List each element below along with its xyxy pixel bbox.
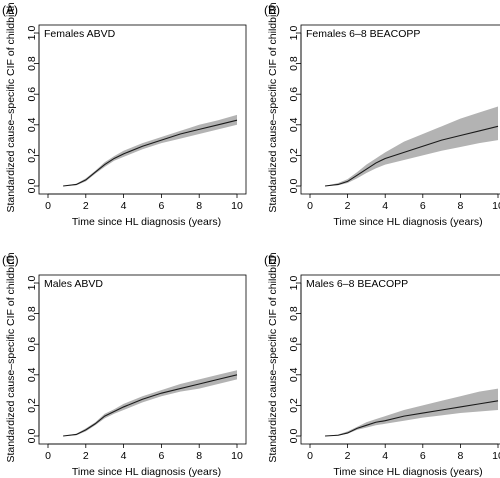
y-tick-label: 1.0 bbox=[26, 276, 38, 291]
y-axis-title: Standardized cause–specific CIF of child… bbox=[5, 2, 17, 212]
y-axis-title: Standardized cause–specific CIF of child… bbox=[267, 2, 279, 212]
plot-frame bbox=[300, 24, 500, 195]
chart-panel-3: 0.0 0.2 0.4 0.6 0.8 1.0 0 2 4 6 8 10 Time since HL d… bbox=[2, 252, 247, 478]
x-axis-title: Time since HL diagnosis (years) bbox=[333, 216, 482, 228]
x-tick-label: 6 bbox=[420, 450, 426, 462]
panel-title: Males ABVD bbox=[44, 278, 103, 290]
y-tick-label: 0.4 bbox=[26, 117, 38, 132]
x-tick-label: 2 bbox=[345, 200, 351, 212]
x-tick-label: 2 bbox=[83, 200, 89, 212]
y-tick-label: 1.0 bbox=[288, 276, 300, 291]
panel-title: Males 6–8 BEACOPP bbox=[306, 278, 408, 290]
y-tick-label: 1.0 bbox=[288, 26, 300, 41]
x-tick-label: 10 bbox=[492, 450, 500, 462]
x-axis-title: Time since HL diagnosis (years) bbox=[72, 466, 221, 478]
x-tick-label: 0 bbox=[307, 200, 313, 212]
x-tick-label: 10 bbox=[231, 200, 243, 212]
y-tick-label: 0.4 bbox=[288, 367, 300, 382]
y-tick-label: 1.0 bbox=[26, 26, 38, 41]
x-tick-label: 4 bbox=[382, 450, 388, 462]
y-tick-label: 0.4 bbox=[26, 367, 38, 382]
y-axis-title: Standardized cause–specific CIF of child… bbox=[267, 252, 279, 462]
y-tick-label: 0.0 bbox=[26, 429, 38, 444]
panel-title: Females ABVD bbox=[44, 28, 116, 40]
x-tick-label: 4 bbox=[382, 200, 388, 212]
x-tick-label: 4 bbox=[121, 450, 127, 462]
panel-letter: (B) bbox=[264, 3, 280, 17]
cif-line bbox=[63, 374, 238, 437]
x-tick-label: 8 bbox=[196, 200, 202, 212]
x-tick-label: 0 bbox=[307, 450, 313, 462]
x-axis-title: Time since HL diagnosis (years) bbox=[72, 216, 221, 228]
confidence-band bbox=[325, 106, 498, 186]
y-tick-label: 0.8 bbox=[288, 306, 300, 321]
y-tick-label: 0.0 bbox=[288, 179, 300, 194]
y-tick-label: 0.8 bbox=[288, 56, 300, 71]
cif-line bbox=[63, 119, 238, 187]
chart-panel-4: 0.0 0.2 0.4 0.6 0.8 1.0 0 2 4 6 8 10 Time since HL d… bbox=[264, 252, 500, 478]
y-tick-label: 0.4 bbox=[288, 117, 300, 132]
panel-letter: (C) bbox=[2, 253, 19, 267]
chart-panel-2: 0.0 0.2 0.4 0.6 0.8 1.0 0 2 4 6 8 10 Time since HL d… bbox=[264, 2, 500, 228]
x-tick-label: 0 bbox=[45, 200, 51, 212]
y-tick-label: 0.2 bbox=[288, 398, 300, 413]
confidence-band bbox=[325, 388, 498, 436]
x-tick-label: 8 bbox=[196, 450, 202, 462]
x-axis-title: Time since HL diagnosis (years) bbox=[333, 466, 482, 478]
plot-frame bbox=[38, 24, 247, 195]
y-tick-label: 0.8 bbox=[26, 56, 38, 71]
y-tick-label: 0.2 bbox=[288, 148, 300, 163]
x-tick-label: 2 bbox=[345, 450, 351, 462]
y-tick-label: 0.2 bbox=[26, 398, 38, 413]
y-tick-label: 0.6 bbox=[26, 337, 38, 352]
y-axis-title: Standardized cause–specific CIF of child… bbox=[5, 252, 17, 462]
plot-frame bbox=[38, 274, 247, 445]
y-tick-label: 0.6 bbox=[288, 87, 300, 102]
chart-panel-1: 0.0 0.2 0.4 0.6 0.8 1.0 0 2 4 6 8 10 Time since HL d… bbox=[2, 2, 247, 228]
x-tick-label: 10 bbox=[492, 200, 500, 212]
y-tick-label: 0.2 bbox=[26, 148, 38, 163]
cif-line bbox=[325, 400, 499, 437]
panel-letter: (D) bbox=[264, 253, 281, 267]
y-tick-label: 0.6 bbox=[26, 87, 38, 102]
confidence-band bbox=[63, 114, 238, 186]
x-tick-label: 6 bbox=[420, 200, 426, 212]
x-tick-label: 2 bbox=[83, 450, 89, 462]
panel-letter: (A) bbox=[2, 3, 18, 17]
x-tick-label: 0 bbox=[45, 450, 51, 462]
x-tick-label: 6 bbox=[158, 450, 164, 462]
y-tick-label: 0.0 bbox=[288, 429, 300, 444]
x-tick-label: 10 bbox=[231, 450, 243, 462]
confidence-band bbox=[63, 370, 238, 436]
y-tick-label: 0.6 bbox=[288, 337, 300, 352]
x-tick-label: 8 bbox=[457, 200, 463, 212]
x-tick-label: 6 bbox=[158, 200, 164, 212]
x-tick-label: 8 bbox=[457, 450, 463, 462]
panel-title: Females 6–8 BEACOPP bbox=[306, 28, 420, 40]
y-tick-label: 0.8 bbox=[26, 306, 38, 321]
x-tick-label: 4 bbox=[121, 200, 127, 212]
y-tick-label: 0.0 bbox=[26, 179, 38, 194]
cif-line bbox=[324, 125, 499, 187]
